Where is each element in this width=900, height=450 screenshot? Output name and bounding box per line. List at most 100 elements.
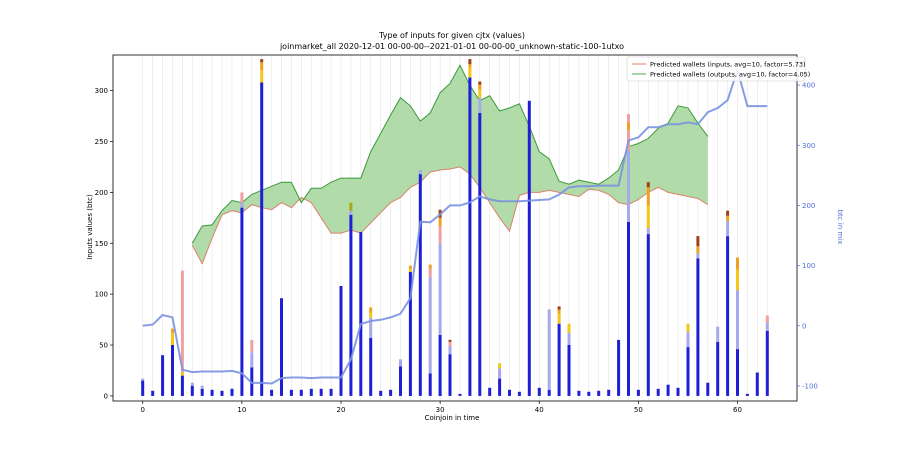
bar-x51-seg1 <box>646 228 650 235</box>
bar-x21-seg0 <box>349 214 353 396</box>
bar-x15-seg0 <box>289 389 293 396</box>
bar-x27-seg0 <box>408 271 412 396</box>
bar-x43-seg0 <box>567 345 571 396</box>
bar-x51-seg3 <box>646 187 650 206</box>
bar-x33-seg3 <box>468 59 472 65</box>
bar-x38-seg0 <box>517 391 521 396</box>
x-tick-label: 60 <box>733 406 742 414</box>
inputs-predicted-line <box>191 166 709 265</box>
bar-x20-seg0 <box>339 286 343 396</box>
bar-x56-seg2 <box>696 246 700 254</box>
bar-x46-seg0 <box>597 390 601 396</box>
bar-x29-seg0 <box>428 373 432 396</box>
predicted-wallets-band <box>192 65 708 264</box>
bar-x28-seg1 <box>418 170 422 175</box>
bar-x21-seg2 <box>349 202 353 211</box>
bar-x3-seg2 <box>171 328 174 333</box>
bar-x12-seg3 <box>260 59 264 63</box>
bar-x51-seg0 <box>646 234 650 396</box>
bar-x12-seg1 <box>260 70 264 83</box>
bar-x10-seg2 <box>240 192 244 203</box>
legend: Predicted wallets (inputs, avg=10, facto… <box>626 56 810 82</box>
bar-x37-seg0 <box>508 389 511 396</box>
bar-x32-seg0 <box>458 393 462 396</box>
bar-x9-seg0 <box>230 388 234 396</box>
bar-x49-seg3 <box>627 122 630 131</box>
bar-x56-seg1 <box>696 253 700 259</box>
chart-subtitle: joinmarket_all 2020-12-01 00-00-00--2021… <box>279 42 624 51</box>
bar-x34-seg0 <box>478 113 482 396</box>
y2-tick-label: 100 <box>802 262 815 270</box>
bar-x58-seg1 <box>716 326 720 342</box>
y2-axis-label: btc in mix <box>836 210 844 245</box>
bar-x33-seg1 <box>468 67 472 78</box>
bar-x0-seg1 <box>141 378 145 381</box>
plot-frame <box>112 54 798 402</box>
bar-x30-seg1 <box>438 243 442 335</box>
bar-x60-seg3 <box>736 257 739 270</box>
bar-x17-seg0 <box>309 388 313 396</box>
bar-x43-seg1 <box>567 332 571 345</box>
bar-x42-seg3 <box>557 306 561 310</box>
bar-x11-seg1 <box>250 352 254 368</box>
bar-x18-seg0 <box>319 388 323 396</box>
y-axis-ticks: 0 50 100 150 200 250 300 <box>95 87 113 400</box>
bar-x11-seg2 <box>250 339 254 353</box>
bar-x54-seg0 <box>676 387 680 396</box>
bar-x29-seg2 <box>428 268 432 277</box>
y2-tick-label: -100 <box>802 382 818 390</box>
bar-x63-seg0 <box>765 330 769 396</box>
btc-in-mix-line <box>142 66 768 385</box>
bar-x2-seg0 <box>161 355 165 396</box>
bar-x56-seg3 <box>696 236 700 247</box>
bar-x42-seg1 <box>557 313 561 324</box>
bar-x60-seg2 <box>736 269 739 291</box>
bar-x36-seg1 <box>498 368 502 379</box>
bar-x59-seg0 <box>726 236 730 396</box>
bar-x31-seg1 <box>448 346 452 355</box>
y-axis-label: Inputs values (btc) <box>86 194 94 260</box>
bar-x40-seg0 <box>537 387 541 396</box>
bar-x53-seg0 <box>666 384 670 396</box>
bar-x51-seg2 <box>646 205 650 228</box>
x-tick-label: 50 <box>634 406 643 414</box>
bar-x12-seg0 <box>260 82 264 396</box>
bar-x55-seg1 <box>686 331 690 348</box>
y2-tick-label: 0 <box>802 322 806 330</box>
bar-x23-seg2 <box>369 312 373 318</box>
bar-x5-seg1 <box>190 382 194 386</box>
bar-x31-seg2 <box>448 342 452 347</box>
bar-x44-seg0 <box>577 390 581 396</box>
bar-x42-seg0 <box>557 323 561 396</box>
bar-x23-seg1 <box>369 317 373 338</box>
bar-x48-seg0 <box>617 339 621 396</box>
y2-tick-label: 200 <box>802 202 815 210</box>
x-tick-label: 0 <box>141 406 145 414</box>
bar-x34-seg4 <box>478 81 482 85</box>
x-axis-label: Coinjoin in time <box>425 414 480 422</box>
y-tick-label: 100 <box>95 291 108 299</box>
bar-x23-seg3 <box>369 307 373 313</box>
bar-x30-seg0 <box>438 334 442 396</box>
bar-x1-seg0 <box>151 390 155 396</box>
legend-box <box>626 56 806 82</box>
bar-x33-seg0 <box>468 77 472 396</box>
bar-x45-seg0 <box>587 391 591 396</box>
bar-x56-seg0 <box>696 258 700 396</box>
bar-x35-seg0 <box>488 387 492 396</box>
bar-x62-seg0 <box>755 372 759 396</box>
bar-x22-seg0 <box>359 232 363 396</box>
bars <box>141 59 769 396</box>
bar-x59-seg3 <box>726 210 730 216</box>
y-tick-label: 250 <box>95 138 108 146</box>
bar-x50-seg0 <box>636 389 640 396</box>
bar-x29-seg1 <box>428 276 432 374</box>
bar-x55-seg0 <box>686 347 690 396</box>
y-tick-label: 50 <box>99 342 108 350</box>
bar-x60-seg0 <box>736 349 739 396</box>
bar-x30-seg3 <box>438 217 442 226</box>
x-tick-label: 10 <box>237 406 246 414</box>
bar-x31-seg3 <box>448 339 452 342</box>
bar-x61-seg0 <box>745 393 749 396</box>
